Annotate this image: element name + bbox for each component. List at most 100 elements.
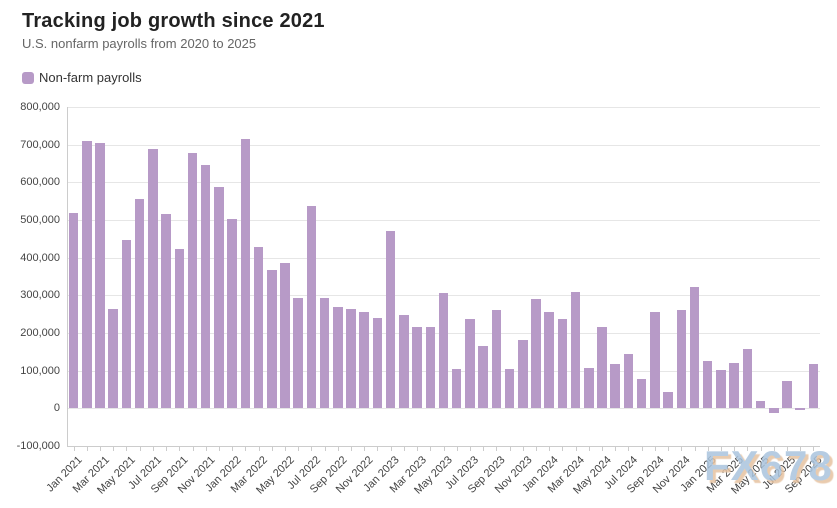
bar-jan-2021[interactable] <box>68 212 79 409</box>
bar-sep-2021[interactable] <box>174 248 185 409</box>
chart-subtitle: U.S. nonfarm payrolls from 2020 to 2025 <box>22 36 257 51</box>
bar-jul-2022[interactable] <box>306 206 317 409</box>
x-axis-tick <box>417 446 419 451</box>
bar-mar-2025[interactable] <box>729 363 739 409</box>
bar-jul-2023[interactable] <box>465 319 475 409</box>
x-axis-tick <box>496 446 498 451</box>
bar-dec-2024[interactable] <box>689 286 700 409</box>
bar-jan-2023[interactable] <box>385 230 396 409</box>
bar-sep-2023[interactable] <box>491 309 502 409</box>
legend-item-nonfarm-payrolls[interactable]: Non-farm payrolls <box>22 70 142 85</box>
bar-jan-2024[interactable] <box>544 311 554 409</box>
y-gridline <box>67 182 820 184</box>
bar-feb-2024[interactable] <box>557 319 568 409</box>
bar-feb-2021[interactable] <box>82 140 92 409</box>
bar-jan-2025[interactable] <box>702 361 713 409</box>
bar-sep-2025[interactable] <box>808 363 819 409</box>
y-gridline <box>67 257 820 259</box>
bar-mar-2021[interactable] <box>95 143 105 409</box>
bar-mar-2023[interactable] <box>412 326 422 409</box>
bar-mar-2024[interactable] <box>570 291 581 409</box>
bar-feb-2023[interactable] <box>399 314 409 409</box>
bar-nov-2024[interactable] <box>676 310 687 409</box>
bar-jul-2025[interactable] <box>782 381 792 409</box>
bar-oct-2022[interactable] <box>346 309 356 409</box>
bar-oct-2023[interactable] <box>504 368 515 409</box>
bar-aug-2024[interactable] <box>636 379 647 409</box>
x-axis-tick <box>443 446 445 451</box>
bar-may-2021[interactable] <box>121 240 132 409</box>
x-axis-tick <box>126 446 128 451</box>
bar-jul-2021[interactable] <box>148 148 158 409</box>
bar-dec-2023[interactable] <box>531 299 541 409</box>
bar-may-2024[interactable] <box>597 327 607 409</box>
x-axis-tick <box>588 446 590 451</box>
x-axis-tick <box>285 446 286 451</box>
x-axis-tick <box>456 446 458 451</box>
bar-sep-2024[interactable] <box>650 312 660 409</box>
bar-nov-2021[interactable] <box>200 164 211 409</box>
bar-jul-2024[interactable] <box>623 354 634 409</box>
bar-feb-2022[interactable] <box>240 139 251 409</box>
bar-jun-2021[interactable] <box>134 198 145 409</box>
bar-apr-2023[interactable] <box>425 326 436 409</box>
bar-nov-2023[interactable] <box>518 339 528 409</box>
bar-may-2022[interactable] <box>280 262 290 409</box>
bar-apr-2022[interactable] <box>267 269 277 409</box>
x-axis-tick <box>324 446 326 451</box>
x-axis-tick <box>390 446 392 451</box>
x-axis-tick <box>509 446 511 451</box>
bar-aug-2025[interactable] <box>795 408 805 410</box>
x-axis-tick <box>760 446 762 451</box>
x-axis-tick <box>218 446 220 451</box>
bar-oct-2021[interactable] <box>187 153 198 409</box>
bar-oct-2024[interactable] <box>663 391 673 409</box>
x-axis-tick <box>787 446 788 451</box>
bar-apr-2021[interactable] <box>108 309 118 409</box>
bar-jan-2022[interactable] <box>227 218 237 409</box>
x-axis-tick <box>377 446 379 451</box>
bar-nov-2022[interactable] <box>359 311 369 409</box>
x-axis-tick <box>602 446 603 451</box>
x-axis-tick <box>628 446 630 451</box>
x-axis-tick <box>298 446 300 451</box>
x-axis-tick <box>747 446 749 451</box>
y-axis-label: 400,000 <box>20 251 60 264</box>
x-axis-tick <box>364 446 366 451</box>
bar-sep-2022[interactable] <box>333 307 343 409</box>
y-axis-line <box>67 107 68 446</box>
x-axis-tick <box>245 446 247 451</box>
bar-aug-2023[interactable] <box>478 346 488 409</box>
x-axis-tick <box>773 446 775 451</box>
x-axis-tick <box>100 446 101 451</box>
chart-title: Tracking job growth since 2021 <box>22 10 325 32</box>
y-axis-label: 500,000 <box>20 214 60 226</box>
bar-dec-2021[interactable] <box>214 186 224 409</box>
y-axis-label: 700,000 <box>20 138 60 151</box>
bar-apr-2025[interactable] <box>742 348 753 409</box>
bar-jun-2023[interactable] <box>451 368 462 409</box>
x-axis-tick <box>271 446 273 451</box>
x-axis-tick <box>205 446 207 451</box>
bar-aug-2022[interactable] <box>319 298 330 409</box>
x-axis-tick <box>311 446 313 451</box>
bar-jun-2022[interactable] <box>293 298 303 409</box>
y-gridline <box>67 220 820 221</box>
bar-feb-2025[interactable] <box>716 369 726 409</box>
x-axis-tick <box>351 446 352 451</box>
bar-may-2025[interactable] <box>755 401 766 409</box>
bar-aug-2021[interactable] <box>161 213 171 409</box>
bar-mar-2022[interactable] <box>253 247 264 409</box>
x-axis-tick <box>549 446 551 451</box>
bar-jun-2024[interactable] <box>610 363 620 409</box>
x-axis-tick <box>800 446 802 451</box>
bar-dec-2022[interactable] <box>372 318 383 409</box>
bar-apr-2024[interactable] <box>584 367 594 409</box>
x-axis-tick <box>575 446 577 451</box>
x-axis-tick <box>681 446 683 451</box>
x-axis-tick <box>694 446 696 451</box>
bar-may-2023[interactable] <box>438 293 449 409</box>
y-axis-label: 100,000 <box>20 364 60 377</box>
bar-jun-2025[interactable] <box>769 408 779 414</box>
